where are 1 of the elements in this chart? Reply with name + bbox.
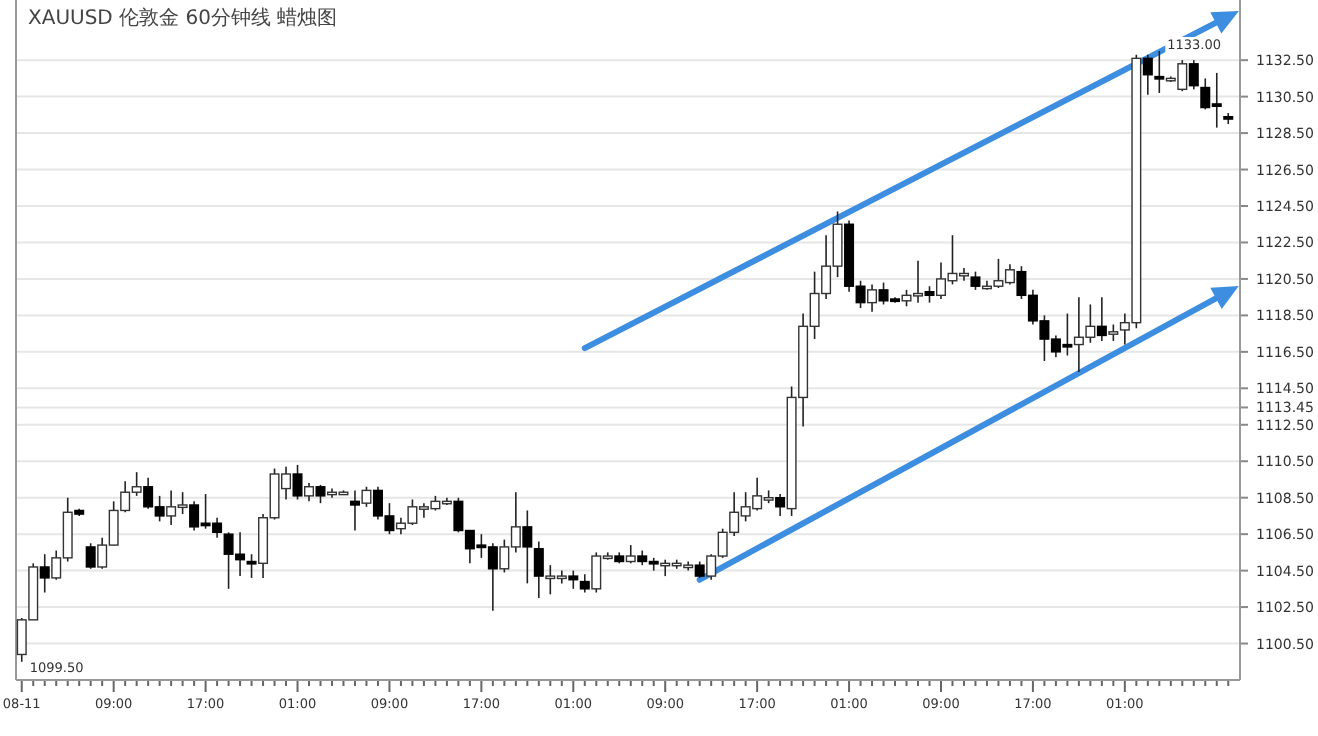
chart-title: XAUUSD 伦敦金 60分钟线 蜡烛图 <box>28 6 338 30</box>
